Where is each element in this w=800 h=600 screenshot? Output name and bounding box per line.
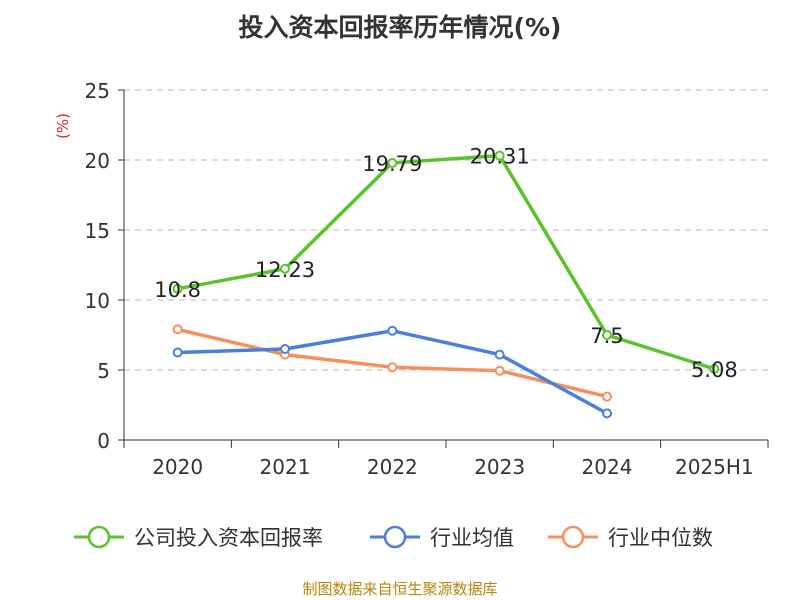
legend-label: 公司投入资本回报率 [134,526,323,550]
data-point [387,325,398,336]
legend-swatch-marker [561,525,585,549]
data-point [280,344,290,354]
data-point [709,363,720,374]
data-label: 7.5 [590,324,623,348]
data-label: 12.23 [255,258,315,282]
data-point [172,324,183,335]
y-tick-label: 10 [85,289,110,313]
legend-label: 行业均值 [430,526,514,550]
data-point [280,263,290,274]
x-tick-label: 2022 [367,455,418,479]
data-point [387,157,398,168]
data-point [494,150,505,161]
chart-title: 投入资本回报率历年情况(%) [238,13,562,42]
data-point [172,347,183,358]
x-tick-label: 2023 [474,455,525,479]
source-note: 制图数据来自恒生聚源数据库 [302,580,498,598]
x-tick-label: 2025H1 [675,455,754,479]
x-tick-label: 2020 [152,455,203,479]
legend-swatch-marker [383,525,407,549]
series-line [177,153,715,371]
data-label: 5.08 [691,358,738,382]
x-tick-label: 2021 [260,455,311,479]
y-tick-label: 0 [97,429,110,453]
data-label: 10.8 [154,278,201,302]
data-point [602,330,612,340]
y-axis-label: (%) [54,113,72,139]
y-tick-label: 5 [97,359,110,383]
legend-swatch-marker [87,525,111,549]
y-tick-label: 25 [85,79,110,103]
data-point [602,408,612,419]
data-point [387,362,398,373]
y-tick-label: 15 [85,219,110,243]
legend-label: 行业中位数 [608,526,713,550]
data-point [494,349,505,360]
data-point [172,283,183,294]
x-tick-label: 2024 [582,455,633,479]
data-point [494,365,505,376]
data-label: 20.31 [470,145,530,169]
y-tick-label: 20 [85,149,110,173]
data-point [602,391,612,402]
data-label: 19.79 [362,152,422,176]
